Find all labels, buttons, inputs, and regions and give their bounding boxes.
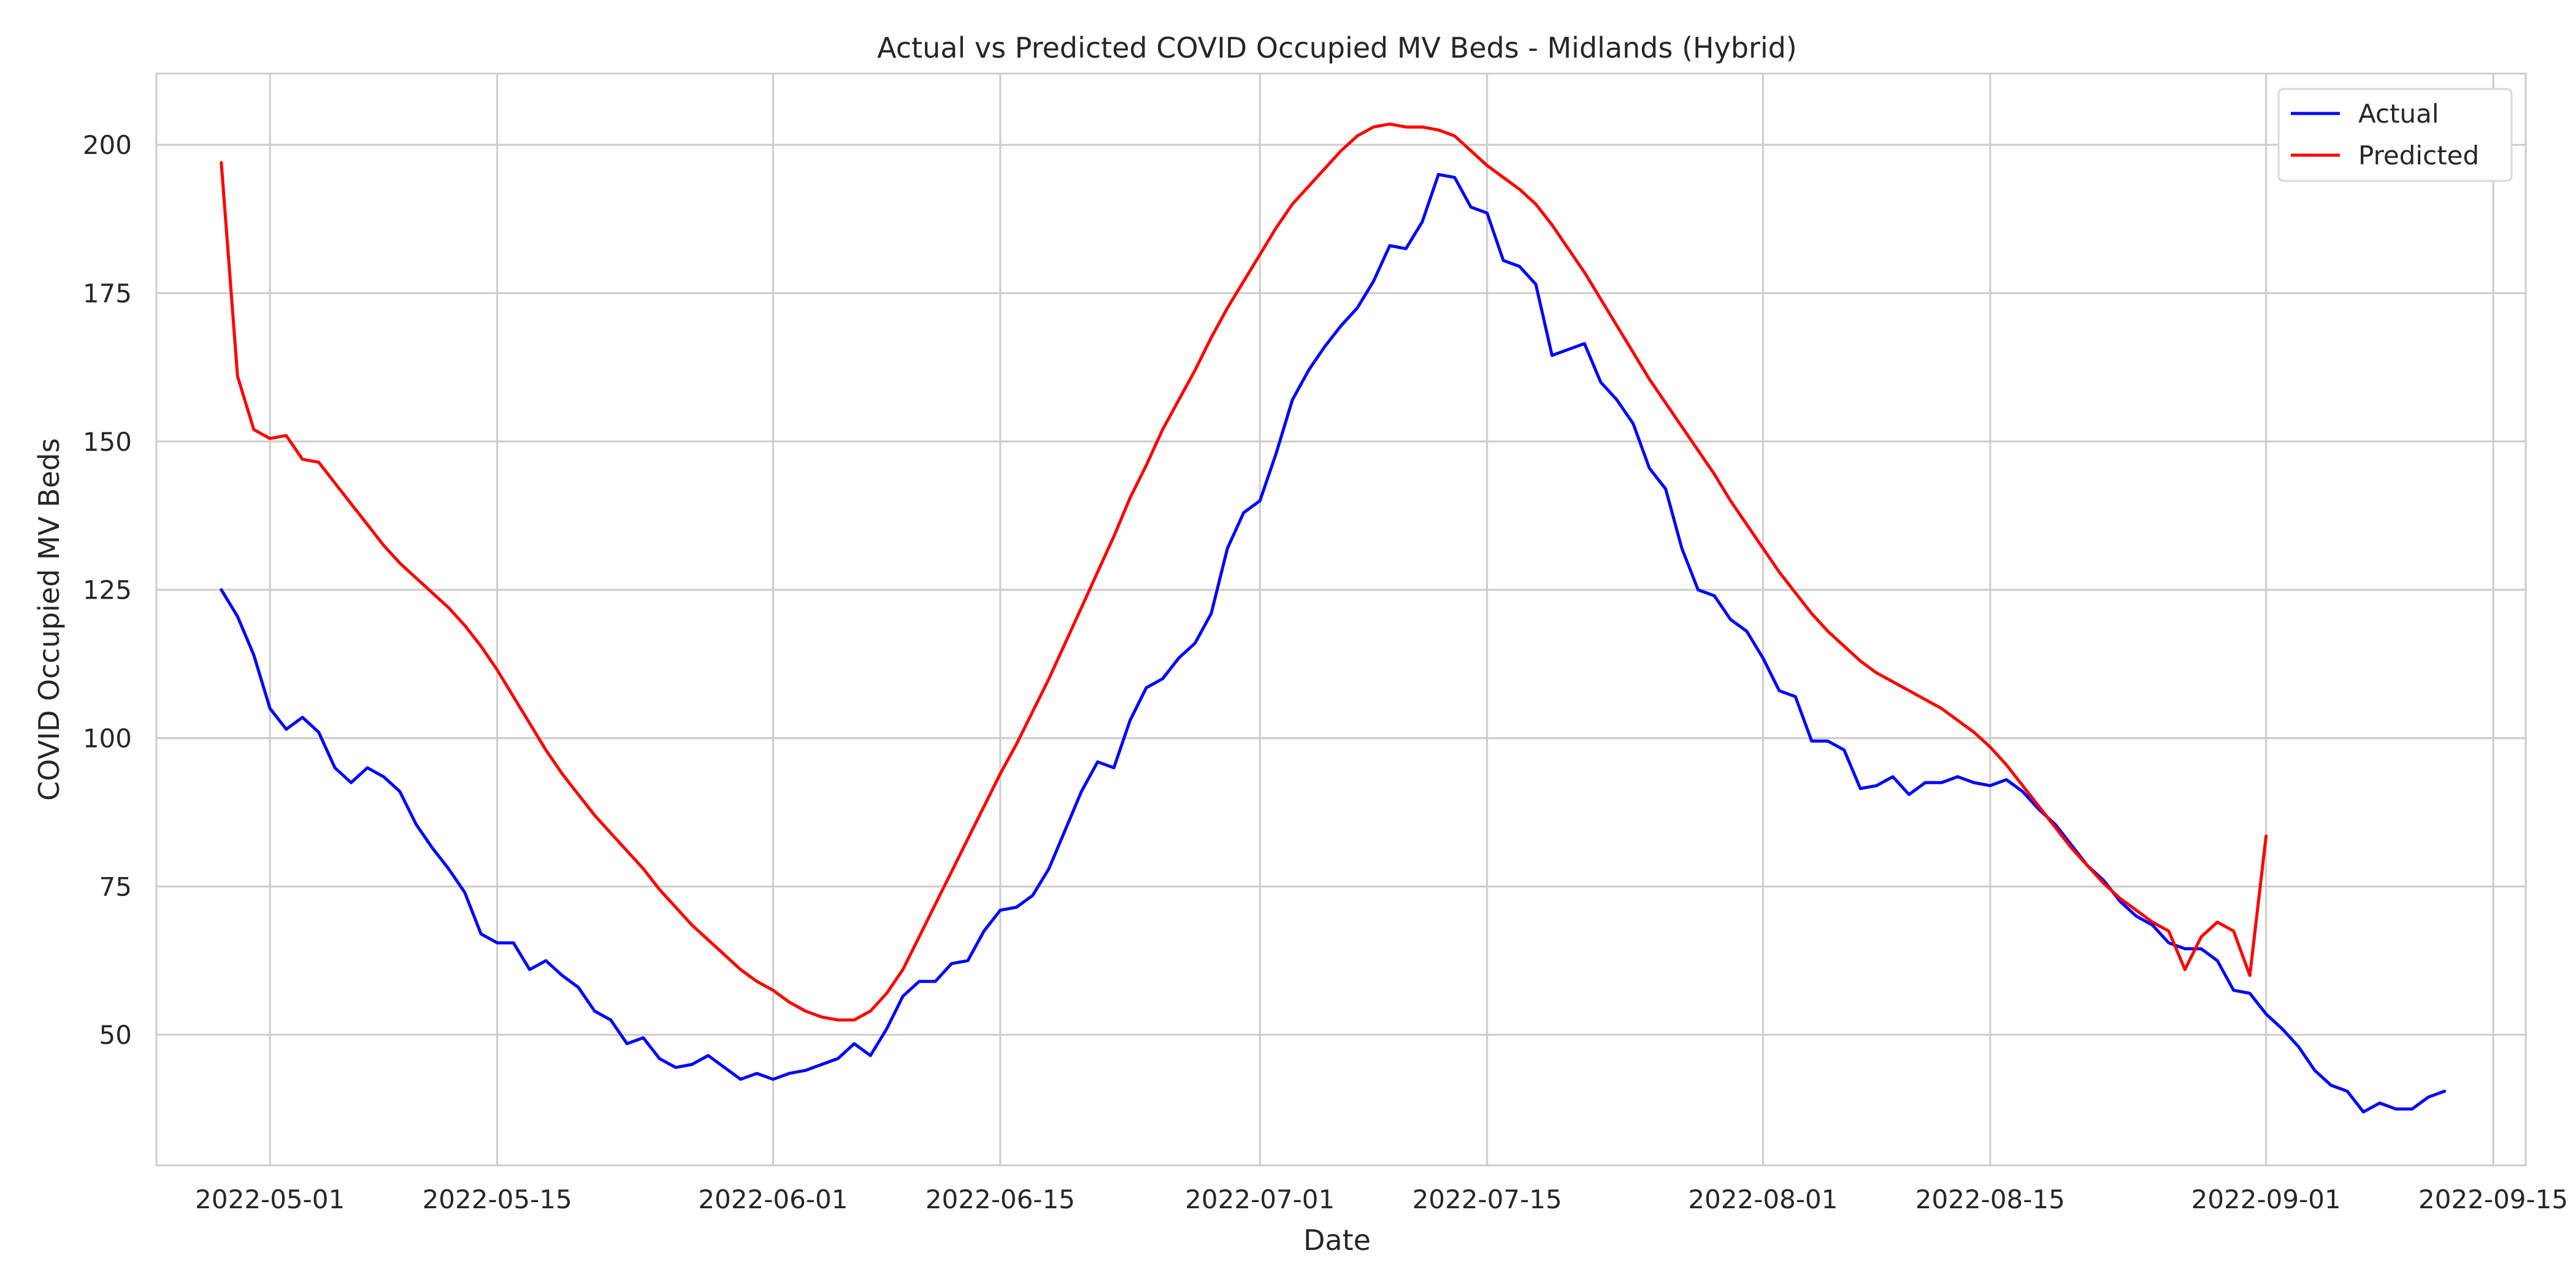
y-tick-label: 100 — [83, 723, 132, 753]
y-tick-label: 175 — [83, 278, 132, 309]
x-tick-label: 2022-09-01 — [2191, 1184, 2341, 1214]
grid-layer — [156, 74, 2526, 1165]
y-tick-labels: 50 75 100 125 150 175 200 — [83, 130, 132, 1050]
legend: Actual Predicted — [2277, 88, 2513, 182]
x-axis-label: Date — [1303, 1224, 1371, 1257]
y-tick-label: 150 — [83, 427, 132, 457]
series-line-predicted — [220, 122, 2268, 1022]
chart-title: Actual vs Predicted COVID Occupied MV Be… — [877, 31, 1797, 64]
x-tick-label: 2022-08-01 — [1688, 1184, 1838, 1214]
x-tick-label: 2022-08-15 — [1915, 1184, 2065, 1214]
x-tick-label: 2022-09-15 — [2418, 1184, 2568, 1214]
x-tick-label: 2022-06-15 — [926, 1184, 1075, 1214]
x-tick-label: 2022-06-01 — [698, 1184, 848, 1214]
x-tick-label: 2022-05-15 — [423, 1184, 572, 1214]
x-tick-label: 2022-07-01 — [1185, 1184, 1335, 1214]
y-tick-label: 125 — [83, 575, 132, 605]
legend-label-predicted: Predicted — [2358, 140, 2479, 171]
y-tick-label: 200 — [83, 130, 132, 160]
series-layer — [220, 122, 2447, 1114]
x-tick-label: 2022-05-01 — [195, 1184, 345, 1214]
plot-frame — [155, 72, 2527, 1167]
x-tick-labels: 2022-05-01 2022-05-15 2022-06-01 2022-06-15… — [195, 1184, 2568, 1214]
legend-label-actual: Actual — [2358, 99, 2439, 129]
x-tick-label: 2022-07-15 — [1413, 1184, 1562, 1214]
y-tick-label: 75 — [99, 872, 132, 902]
y-axis-label: COVID Occupied MV Beds — [33, 438, 66, 800]
series-line-actual — [220, 173, 2447, 1114]
y-tick-label: 50 — [99, 1020, 132, 1050]
